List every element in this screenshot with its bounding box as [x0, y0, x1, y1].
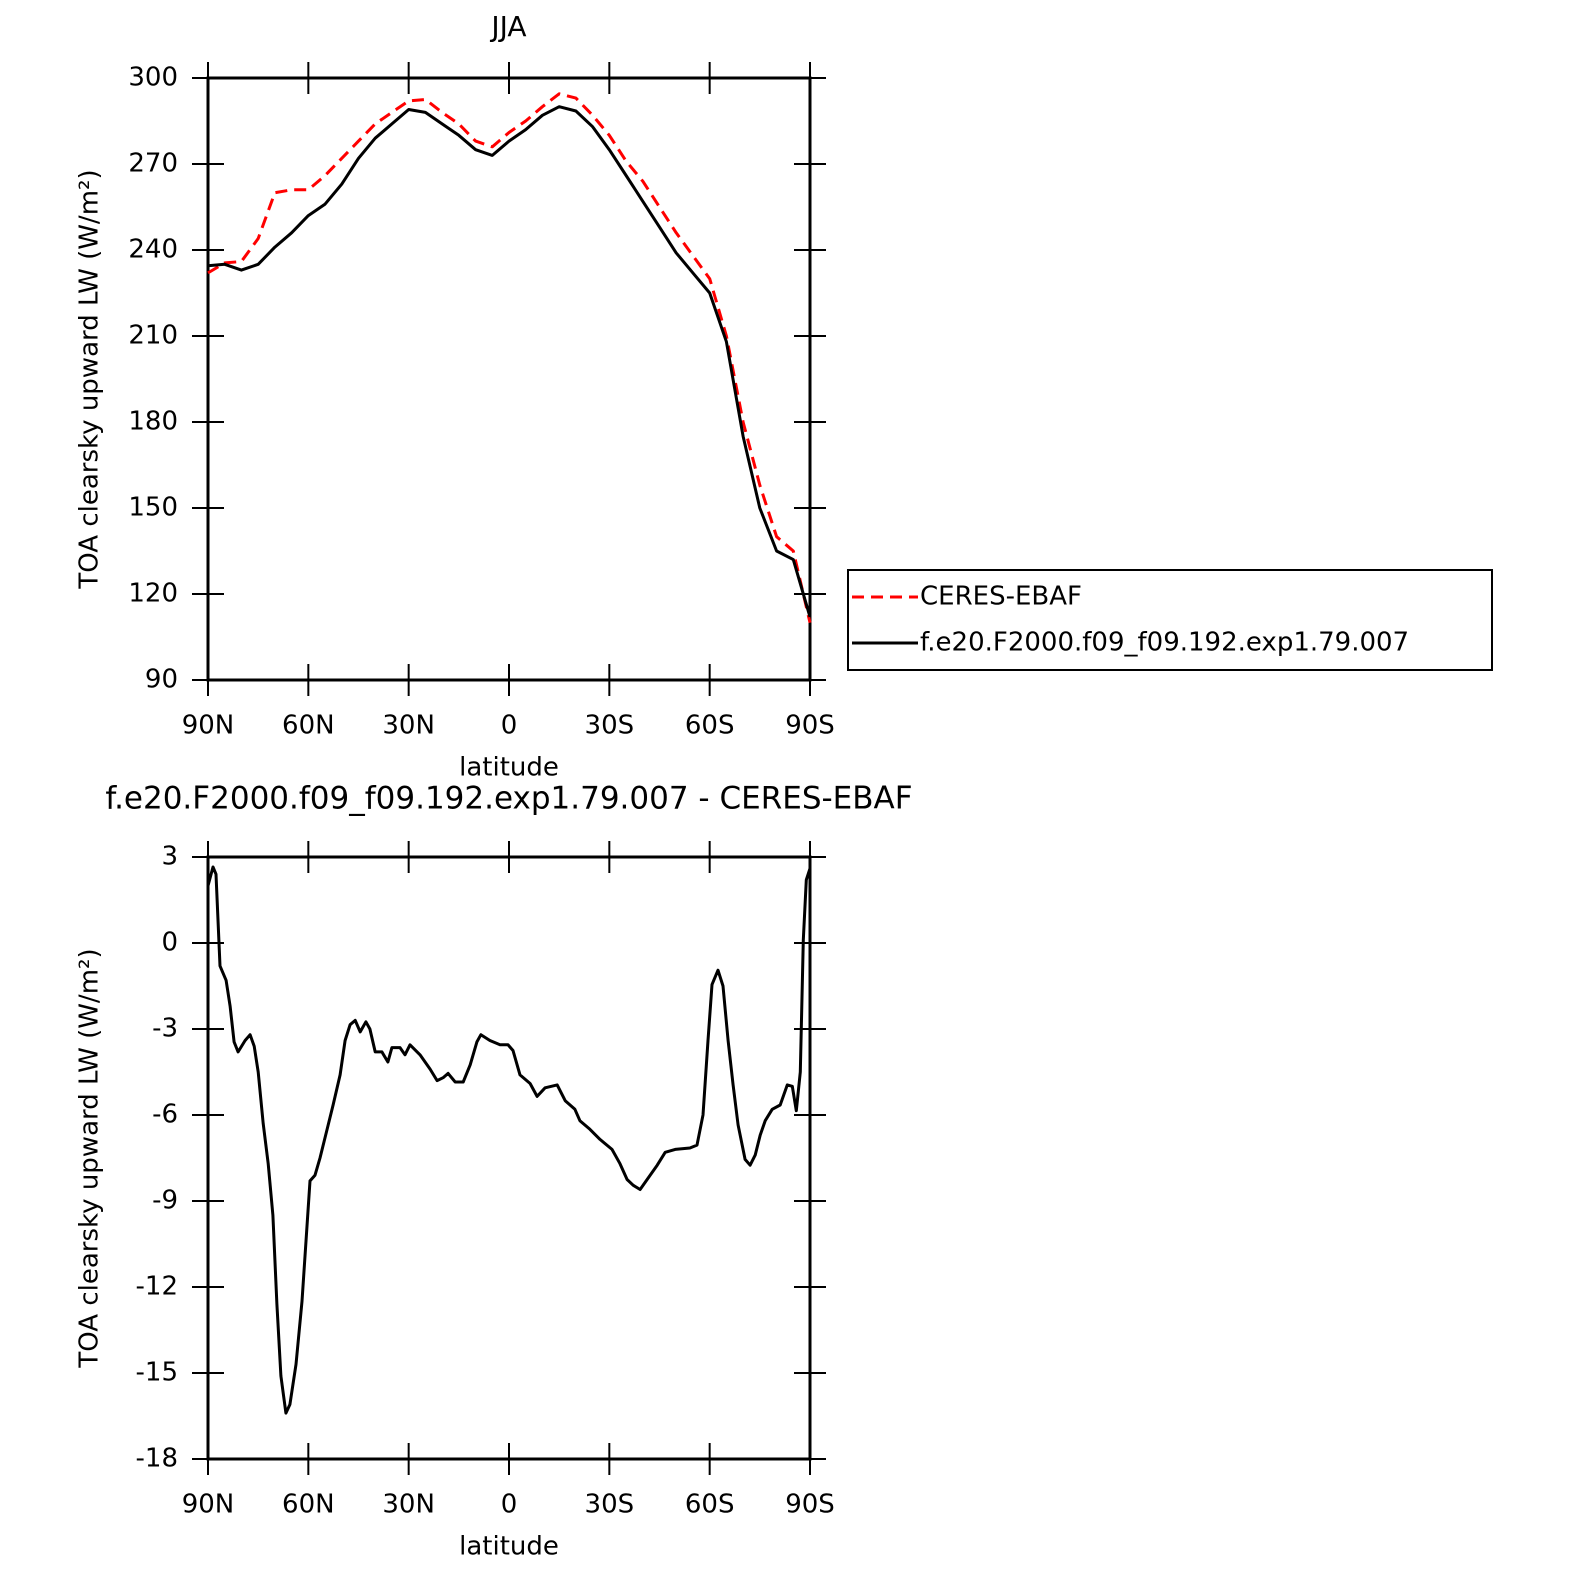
chart-title: JJA — [489, 10, 526, 43]
y-axis-label: TOA clearsky upward LW (W/m²) — [75, 948, 105, 1368]
y-tick-label: 90 — [145, 665, 178, 695]
x-tick-label: 30N — [382, 711, 435, 741]
y-tick-label: -6 — [152, 1100, 178, 1130]
y-tick-label: 0 — [161, 928, 178, 958]
data-line — [206, 865, 812, 1415]
y-tick-label: 240 — [128, 235, 178, 265]
x-tick-label: 0 — [501, 1490, 518, 1520]
x-tick-label: 60S — [685, 711, 735, 741]
y-tick-label: 3 — [161, 842, 178, 872]
y-tick-label: 180 — [128, 407, 178, 437]
x-tick-label: 60N — [282, 1490, 335, 1520]
y-tick-label: -9 — [152, 1186, 178, 1216]
legend-label: CERES-EBAF — [920, 582, 1082, 612]
x-tick-label: 90N — [182, 1490, 235, 1520]
y-tick-label: 300 — [128, 63, 178, 93]
x-tick-label: 30S — [585, 1490, 635, 1520]
x-tick-label: 30N — [382, 1490, 435, 1520]
x-tick-label: 60S — [685, 1490, 735, 1520]
y-tick-label: 270 — [128, 149, 178, 179]
data-line — [207, 92, 812, 624]
y-tick-label: -15 — [136, 1358, 178, 1388]
x-axis-label: latitude — [459, 1532, 559, 1562]
x-axis-label: latitude — [459, 753, 559, 783]
y-tick-label: 210 — [128, 321, 178, 351]
plot-frame — [206, 855, 812, 1461]
x-tick-label: 30S — [585, 711, 635, 741]
x-tick-label: 90N — [182, 711, 235, 741]
y-tick-label: -18 — [136, 1444, 178, 1474]
y-tick-label: 150 — [128, 493, 178, 523]
x-tick-label: 90S — [785, 711, 835, 741]
data-line — [207, 105, 812, 618]
legend-label: f.e20.F2000.f09_f09.192.exp1.79.007 — [920, 628, 1409, 658]
y-axis-label: TOA clearsky upward LW (W/m²) — [75, 169, 105, 589]
y-tick-label: 120 — [128, 579, 178, 609]
legend-box — [847, 569, 1493, 671]
chart-title: f.e20.F2000.f09_f09.192.exp1.79.007 - CE… — [105, 781, 912, 817]
y-tick-label: -3 — [152, 1014, 178, 1044]
y-tick-label: -12 — [136, 1272, 178, 1302]
plot-frame — [206, 76, 812, 682]
x-tick-label: 60N — [282, 711, 335, 741]
x-tick-label: 90S — [785, 1490, 835, 1520]
x-tick-label: 0 — [501, 711, 518, 741]
